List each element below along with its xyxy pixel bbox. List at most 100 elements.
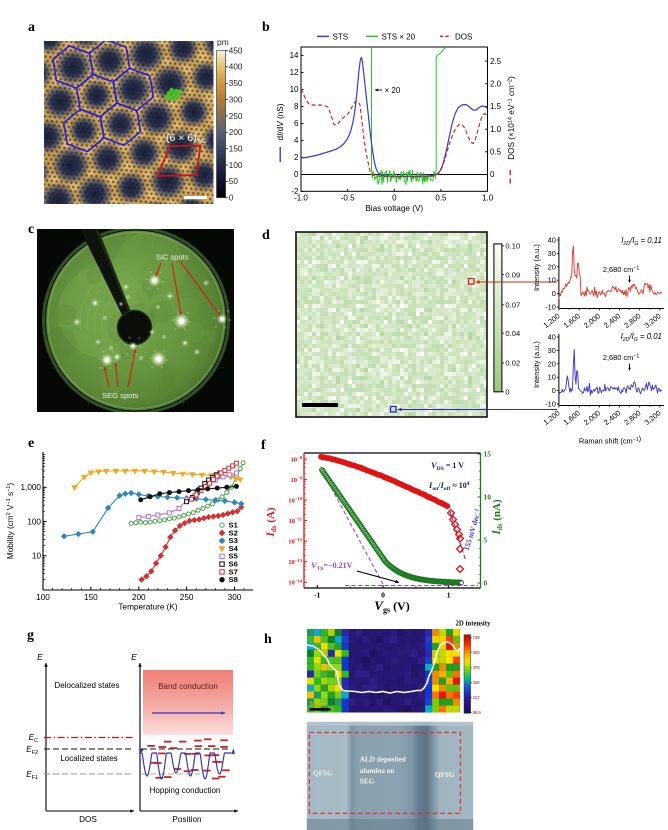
- svg-text:200: 200: [229, 128, 243, 137]
- svg-text:1.5: 1.5: [490, 102, 502, 111]
- svg-text:× 20: × 20: [385, 86, 401, 95]
- svg-text:-0.5: -0.5: [341, 193, 355, 202]
- svg-text:2D intensity: 2D intensity: [456, 621, 492, 628]
- svg-text:a: a: [28, 20, 35, 35]
- svg-text:S8: S8: [229, 575, 238, 584]
- svg-text:1,000: 1,000: [21, 483, 42, 492]
- svg-text:Mobility (cm2 V−1 s−1): Mobility (cm2 V−1 s−1): [6, 483, 15, 559]
- svg-text:alumina on: alumina on: [360, 767, 395, 775]
- svg-text:Temperature (K): Temperature (K): [118, 603, 177, 612]
- svg-text:Raman shift (cm−1): Raman shift (cm−1): [579, 434, 641, 446]
- svg-text:609: 609: [473, 650, 481, 655]
- svg-text:4: 4: [294, 136, 299, 145]
- svg-text:200: 200: [132, 593, 146, 602]
- svg-text:Intensity (a.u.): Intensity (a.u.): [532, 244, 541, 291]
- svg-text:h: h: [264, 632, 272, 647]
- svg-text:15: 15: [484, 450, 492, 459]
- svg-text:30: 30: [548, 249, 556, 258]
- svg-text:0: 0: [294, 170, 299, 179]
- svg-text:QFSG: QFSG: [313, 770, 333, 778]
- svg-text:SEG spots: SEG spots: [102, 391, 138, 400]
- svg-text:Localized states: Localized states: [60, 754, 117, 763]
- svg-text:10−10: 10−10: [288, 496, 303, 504]
- svg-text:2,680 cm−1: 2,680 cm−1: [603, 265, 639, 274]
- svg-text:0: 0: [229, 194, 234, 203]
- svg-text:350: 350: [229, 79, 243, 88]
- svg-text:E: E: [37, 652, 43, 662]
- svg-text:10: 10: [32, 552, 42, 561]
- svg-text:300: 300: [229, 95, 243, 104]
- svg-text:-10: -10: [545, 400, 556, 409]
- svg-text:10: 10: [548, 276, 556, 285]
- svg-text:Bias voltage (V): Bias voltage (V): [365, 204, 423, 213]
- svg-text:10: 10: [484, 493, 492, 502]
- svg-text:I2D/IG = 0.11: I2D/IG = 0.11: [621, 236, 662, 247]
- svg-text:5: 5: [484, 536, 488, 545]
- svg-text:250: 250: [180, 593, 194, 602]
- svg-text:1: 1: [447, 591, 451, 600]
- svg-text:0: 0: [392, 193, 397, 202]
- svg-text:S7: S7: [229, 567, 238, 576]
- svg-text:10−8: 10−8: [290, 455, 302, 463]
- svg-text:Ids (nA): Ids (nA): [491, 499, 504, 536]
- svg-text:ALD deposited: ALD deposited: [360, 756, 406, 764]
- svg-text:0: 0: [484, 579, 488, 588]
- svg-text:10: 10: [290, 85, 299, 94]
- svg-text:EF1: EF1: [26, 770, 38, 781]
- svg-text:-1: -1: [314, 591, 321, 600]
- svg-text:0: 0: [490, 170, 495, 179]
- svg-text:150: 150: [84, 593, 98, 602]
- svg-text:-10: -10: [545, 303, 556, 312]
- svg-text:40: 40: [548, 236, 556, 245]
- svg-text:S6: S6: [229, 560, 238, 569]
- svg-text:DOS (×1014 eV−1 cm−2): DOS (×1014 eV−1 cm−2): [507, 76, 516, 160]
- svg-text:dI/dV (nS): dI/dV (nS): [276, 103, 285, 140]
- svg-text:Position: Position: [172, 815, 202, 824]
- svg-text:0.02: 0.02: [505, 359, 520, 368]
- svg-text:0.07: 0.07: [505, 301, 520, 310]
- svg-text:S2: S2: [229, 528, 238, 537]
- svg-text:EF2: EF2: [26, 745, 38, 756]
- svg-text:1.0: 1.0: [490, 125, 502, 134]
- svg-text:S5: S5: [229, 552, 239, 561]
- svg-text:8: 8: [294, 102, 299, 111]
- svg-text:c: c: [28, 222, 34, 237]
- svg-text:100: 100: [36, 593, 50, 602]
- svg-text:0: 0: [552, 386, 556, 395]
- svg-text:DOS: DOS: [455, 32, 472, 41]
- svg-text:450: 450: [229, 46, 243, 55]
- svg-text:478: 478: [473, 665, 481, 670]
- svg-text:d: d: [262, 228, 270, 243]
- svg-text:S1: S1: [229, 521, 239, 530]
- svg-text:E: E: [131, 652, 137, 662]
- svg-text:VTh=−0.21V: VTh=−0.21V: [311, 560, 353, 572]
- svg-text:pm: pm: [217, 37, 229, 47]
- svg-text:0.10: 0.10: [505, 242, 520, 251]
- svg-text:86.9: 86.9: [473, 710, 482, 715]
- svg-text:0: 0: [381, 591, 385, 600]
- svg-text:DOS: DOS: [79, 815, 97, 824]
- svg-text:348: 348: [473, 680, 481, 685]
- svg-text:SiC spots: SiC spots: [156, 253, 189, 262]
- svg-text:-2: -2: [291, 187, 299, 196]
- svg-text:10−13: 10−13: [288, 558, 303, 566]
- svg-text:50: 50: [229, 177, 239, 186]
- svg-text:-1.0: -1.0: [294, 193, 308, 202]
- svg-text:Band conduction: Band conduction: [158, 682, 218, 691]
- svg-text:217: 217: [473, 695, 481, 700]
- svg-text:740: 740: [473, 635, 481, 640]
- svg-text:Intensity (a.u.): Intensity (a.u.): [532, 341, 541, 388]
- svg-text:b: b: [262, 20, 270, 35]
- svg-text:I2D/IG = 0.01: I2D/IG = 0.01: [621, 332, 662, 343]
- svg-text:Hopping conduction: Hopping conduction: [150, 786, 221, 795]
- svg-text:0: 0: [505, 387, 509, 396]
- svg-text:SEG: SEG: [360, 778, 375, 786]
- svg-text:g: g: [27, 628, 34, 643]
- svg-text:10: 10: [548, 373, 556, 382]
- svg-text:0.5: 0.5: [490, 148, 502, 157]
- svg-text:2: 2: [294, 153, 299, 162]
- svg-text:10−14: 10−14: [288, 578, 303, 586]
- svg-text:0: 0: [552, 289, 556, 298]
- svg-text:e: e: [28, 436, 34, 451]
- svg-text:Ion/Ioff ≈ 104: Ion/Ioff ≈ 104: [428, 480, 470, 492]
